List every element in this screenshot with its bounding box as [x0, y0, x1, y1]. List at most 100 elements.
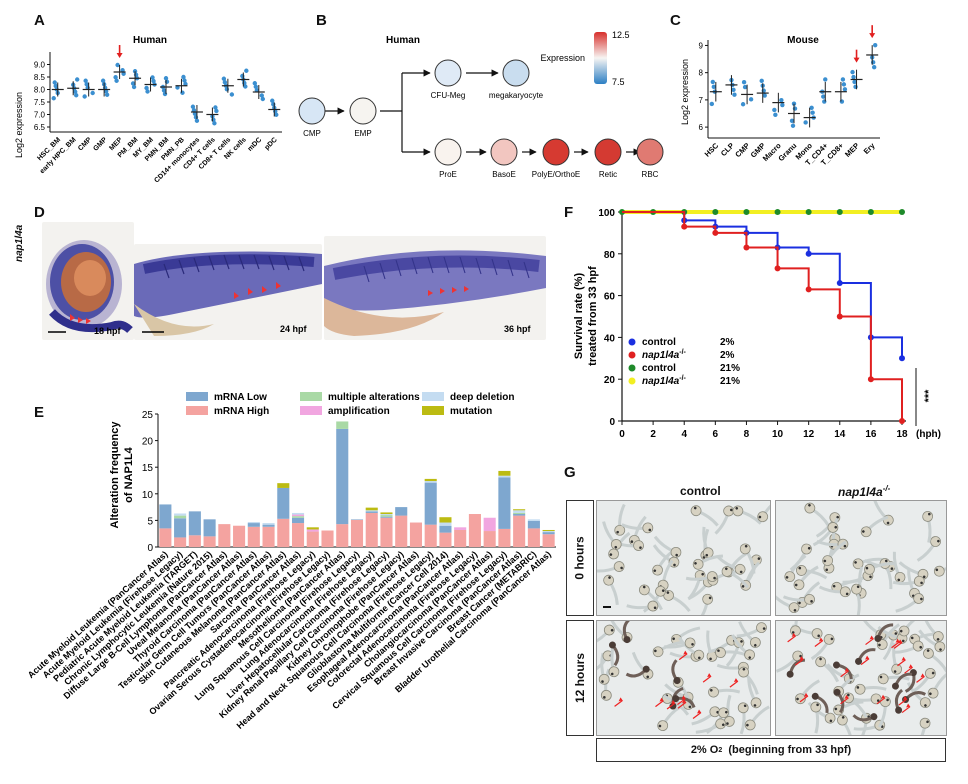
larva: [818, 585, 851, 598]
bar-segment: [247, 523, 260, 527]
bar-segment: [439, 525, 452, 533]
larva: [732, 505, 762, 525]
y-tick-label: 80: [604, 250, 616, 261]
panel-label-f: F: [564, 204, 574, 221]
bar-segment: [380, 515, 393, 517]
node-label: megakaryocyte: [489, 91, 544, 100]
larva: [602, 521, 622, 550]
red-arrow: [891, 641, 900, 649]
x-tick-label: 12: [803, 429, 815, 440]
data-point: [710, 79, 716, 85]
bar-segment: [513, 514, 526, 516]
data-point: [822, 99, 827, 104]
bar-segment: [380, 516, 393, 518]
y-tick-label: 20: [604, 375, 616, 386]
red-arrow: [799, 695, 809, 703]
larva: [914, 717, 931, 735]
gene-label-nap1l4a: nap1l4a: [14, 224, 25, 262]
node-cmp: [298, 97, 326, 125]
bar-segment: [424, 481, 437, 483]
bar-segment: [218, 524, 231, 547]
legend-label: control: [642, 363, 676, 374]
larva: [864, 562, 896, 575]
red-arrow: [898, 698, 908, 706]
bar-segment: [527, 528, 540, 547]
red-arrowhead: [906, 703, 911, 708]
series-point: [681, 223, 688, 230]
larva: [836, 714, 854, 735]
bar-segment: [159, 528, 172, 547]
y-tick-label: 10: [142, 490, 154, 501]
larva: [911, 667, 936, 694]
bar-segment: [306, 531, 319, 547]
x-tick-label: 8: [744, 429, 750, 440]
bar-segment: [498, 477, 511, 529]
larva: [597, 561, 625, 573]
red-arrowhead: [683, 650, 688, 655]
larva: [757, 501, 770, 523]
bar-segment: [513, 510, 526, 513]
category-label: pDC: [264, 136, 279, 151]
data-point: [803, 120, 808, 125]
larva: [776, 592, 800, 614]
node-rbc: [636, 138, 664, 166]
data-point: [181, 74, 186, 80]
y-tick-label: 9.0: [34, 61, 46, 70]
highlight-arrowhead: [853, 57, 860, 63]
red-arrowhead: [671, 700, 676, 705]
panel-b-diagram: Human Expression 12.5 7.5 CMP EMP CFU-Meg m…: [298, 30, 664, 179]
red-arrowhead: [659, 697, 664, 702]
larva: [790, 621, 804, 637]
larva: [692, 554, 724, 570]
bar-segment: [439, 522, 452, 526]
larva: [898, 561, 929, 580]
data-point: [162, 91, 168, 97]
larva: [714, 505, 735, 535]
significance-marker: ***: [923, 389, 935, 403]
data-point: [104, 92, 110, 97]
panel-c-title: Mouse: [787, 35, 819, 46]
data-point: [194, 118, 200, 123]
highlight-arrowhead: [116, 53, 123, 58]
row-label-12-hours: 12 hours: [566, 620, 594, 736]
larva: [854, 683, 887, 695]
bar-segment: [424, 482, 437, 525]
panel-b-title: Human: [386, 35, 420, 46]
bar-segment: [277, 487, 290, 519]
larva: [621, 522, 654, 534]
red-arrowhead: [618, 697, 623, 702]
data-point: [175, 85, 180, 90]
red-arrow: [795, 658, 804, 666]
larva: [691, 706, 721, 726]
dead-larva: [671, 659, 681, 685]
panel-f-ylabel-1: Survival rate (%): [573, 273, 585, 360]
larva: [860, 515, 889, 538]
larva: [895, 593, 925, 613]
series-point: [899, 418, 905, 424]
larva: [804, 502, 831, 527]
red-arrow: [677, 698, 686, 706]
bar-segment: [350, 519, 364, 547]
y-tick-label: 5: [147, 516, 153, 527]
bar-segment: [336, 524, 349, 547]
photo-control-0h: [596, 500, 771, 616]
bar-segment: [395, 515, 408, 547]
larva: [706, 630, 718, 662]
larva: [608, 645, 620, 678]
node-label: RBC: [642, 170, 659, 179]
red-arrow: [876, 697, 886, 705]
red-arrow: [702, 675, 712, 683]
node-label: CMP: [303, 129, 321, 138]
category-label: CLP: [719, 141, 736, 158]
dead-larva: [891, 672, 913, 690]
column-label-mutant: nap1l4a-/-: [838, 484, 891, 499]
bar-segment: [513, 515, 526, 547]
legend-marker: [628, 377, 636, 385]
data-point: [761, 88, 766, 93]
bar-segment: [291, 523, 305, 547]
data-point: [214, 108, 219, 114]
red-arrowhead: [681, 695, 686, 700]
legend-suffix: 2%: [720, 337, 735, 348]
larva: [898, 621, 925, 637]
panel-c-ylabel: Log2 expression: [680, 59, 690, 125]
